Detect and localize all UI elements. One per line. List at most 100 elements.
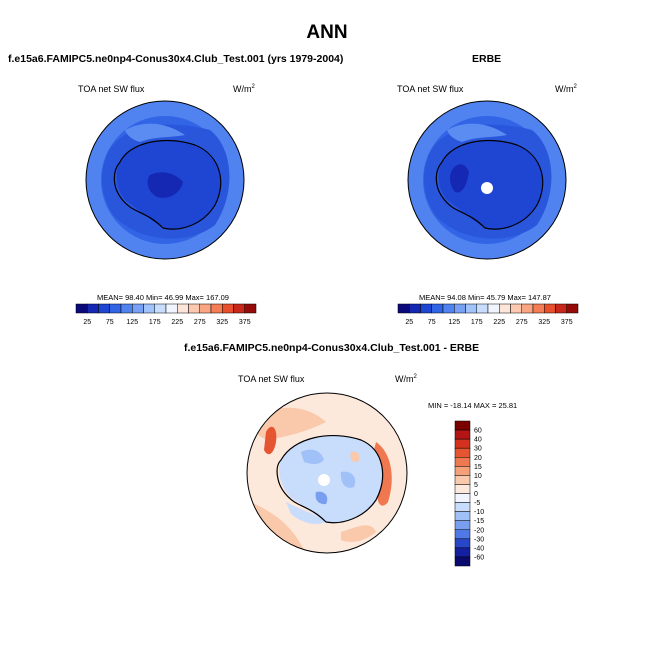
colorbar-box <box>487 303 500 314</box>
diff-colorbar-tick-label: -30 <box>474 536 484 543</box>
colorbar-tick-label: 75 <box>428 319 436 326</box>
diff-colorbar-box <box>454 484 471 494</box>
diff-colorbar-tick-label: 10 <box>474 473 482 480</box>
colorbar-box <box>454 303 466 314</box>
diff-colorbar-tick-label: 5 <box>474 482 478 489</box>
diff-colorbar-tick-label: 20 <box>474 455 482 462</box>
colorbar-box <box>510 303 522 314</box>
diff-colorbar-tick-label: 60 <box>474 428 482 435</box>
diff-colorbar-box <box>454 429 471 440</box>
panel-diff-map <box>246 392 408 554</box>
panel-diff-variable: TOA net SW flux <box>238 374 305 384</box>
diff-colorbar-box <box>454 520 471 530</box>
colorbar-box <box>98 303 110 314</box>
colorbar-box <box>244 303 257 314</box>
diff-colorbar-tick-label: -15 <box>474 518 484 525</box>
diff-colorbar-box <box>454 420 471 431</box>
panel-diff-units: W/m2 <box>395 374 417 384</box>
missing-data-pole <box>481 182 493 194</box>
diff-missing-data-pole <box>318 474 330 486</box>
colorbar-box <box>555 303 567 314</box>
panel-model-units-text: W/m <box>233 84 252 94</box>
colorbar-box <box>177 303 189 314</box>
panel-obs-units-text: W/m <box>555 84 574 94</box>
colorbar-box <box>222 303 234 314</box>
colorbar-tick-label: 175 <box>471 319 483 326</box>
colorbar-box <box>120 303 133 314</box>
colorbar-box <box>199 303 212 314</box>
diff-colorbar-box <box>454 447 471 458</box>
diff-colorbar-box <box>454 529 471 540</box>
panel-obs-colorbar: 25 75 125 175 225 275 325 375 <box>397 303 579 326</box>
colorbar-box <box>544 303 556 314</box>
colorbar-box <box>431 303 444 314</box>
colorbar-box <box>420 303 432 314</box>
panel-obs-map <box>407 100 567 260</box>
colorbar-tick-label: 125 <box>126 319 138 326</box>
diff-colorbar-tick-label: 15 <box>474 464 482 471</box>
diff-colorbar-box <box>454 538 471 549</box>
panel-model-map <box>85 100 245 260</box>
panel-model-variable: TOA net SW flux <box>78 84 145 94</box>
panel-diff-stats: MIN = -18.14 MAX = 25.81 <box>428 401 518 410</box>
colorbar-tick-label: 75 <box>106 319 114 326</box>
panel-obs-units: W/m2 <box>555 84 577 94</box>
panel-model-units: W/m2 <box>233 84 255 94</box>
colorbar-tick-label: 225 <box>493 319 505 326</box>
colorbar-box <box>442 303 455 314</box>
colorbar-box <box>143 303 155 314</box>
colorbar-box <box>566 303 579 314</box>
colorbar-tick-label: 25 <box>83 319 91 326</box>
panel-model-colorbar: 25 75 125 175 225 275 325 375 <box>75 303 257 326</box>
colorbar-tick-label: 375 <box>239 319 251 326</box>
panel-obs-title: ERBE <box>472 53 502 65</box>
colorbar-box <box>87 303 99 314</box>
panel-diff-units-exp: 2 <box>413 374 417 380</box>
colorbar-tick-label: 275 <box>516 319 528 326</box>
colorbar-box <box>132 303 144 314</box>
diff-colorbar-box <box>454 547 471 558</box>
diff-colorbar-box <box>454 438 471 449</box>
diff-colorbar-tick-label: 40 <box>474 437 482 444</box>
colorbar-box <box>532 303 545 314</box>
diff-colorbar-box <box>454 493 471 503</box>
diff-colorbar-box <box>454 556 471 567</box>
colorbar-box <box>465 303 477 314</box>
diff-colorbar-box <box>454 475 471 485</box>
diff-colorbar-tick-label: 30 <box>474 446 482 453</box>
diff-colorbar-tick-label: -5 <box>474 500 480 507</box>
colorbar-box <box>188 303 200 314</box>
colorbar-box <box>75 303 88 314</box>
panel-model-units-exp: 2 <box>251 84 255 90</box>
colorbar-box <box>165 303 178 314</box>
colorbar-tick-label: 325 <box>216 319 228 326</box>
panel-diff-colorbar: 60 40 30 20 15 10 5 0 -5 -10 -15 -20 -30 -40 -60 <box>454 420 484 567</box>
colorbar-tick-label: 25 <box>405 319 413 326</box>
panel-diff-title: f.e15a6.FAMIPC5.ne0np4-Conus30x4.Club_Te… <box>184 342 480 354</box>
colorbar-tick-label: 125 <box>448 319 460 326</box>
colorbar-box <box>233 303 245 314</box>
colorbar-tick-label: 325 <box>538 319 550 326</box>
colorbar-box <box>210 303 223 314</box>
colorbar-box <box>154 303 167 314</box>
diff-colorbar-tick-label: -20 <box>474 527 484 534</box>
diff-colorbar-box <box>454 502 471 512</box>
diff-colorbar-box <box>454 466 471 476</box>
panel-obs-variable: TOA net SW flux <box>397 84 464 94</box>
colorbar-box <box>109 303 122 314</box>
main-title: ANN <box>306 22 348 43</box>
panel-model-stats: MEAN= 98.40 Min= 46.99 Max= 167.09 <box>97 293 229 302</box>
diff-colorbar-tick-label: 0 <box>474 491 478 498</box>
panel-obs-units-exp: 2 <box>573 84 577 90</box>
diff-colorbar-tick-label: -40 <box>474 545 484 552</box>
panel-diff-units-text: W/m <box>395 374 414 384</box>
colorbar-box <box>409 303 421 314</box>
colorbar-box <box>521 303 534 314</box>
diff-colorbar-tick-label: -60 <box>474 554 484 561</box>
colorbar-box <box>397 303 410 314</box>
colorbar-box <box>499 303 511 314</box>
diff-colorbar-tick-label: -10 <box>474 509 484 516</box>
colorbar-tick-label: 375 <box>561 319 573 326</box>
colorbar-tick-label: 275 <box>194 319 206 326</box>
colorbar-tick-label: 175 <box>149 319 161 326</box>
